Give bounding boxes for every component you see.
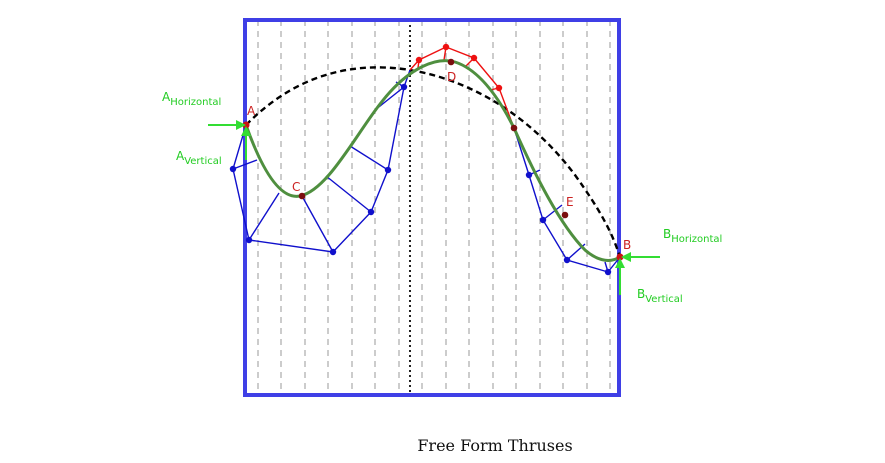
reference-points bbox=[242, 58, 624, 261]
lower-truss-nodes bbox=[229, 83, 612, 276]
force-label-a-vertical: AVertical bbox=[176, 149, 222, 167]
grid-lines bbox=[257, 20, 611, 395]
force-label-b-horizontal: BHorizontal bbox=[663, 227, 722, 245]
point-label-a: A bbox=[247, 104, 256, 118]
point-label-e: E bbox=[566, 195, 574, 209]
force-label-a-horizontal: AHorizontal bbox=[162, 90, 221, 108]
force-arrows bbox=[208, 120, 660, 295]
funicular-curve bbox=[245, 66, 622, 258]
point-label-d: D bbox=[447, 70, 456, 84]
figure-caption: Free Form Thruses bbox=[417, 436, 573, 455]
point-label-b: B bbox=[623, 238, 631, 252]
point-label-c: C bbox=[292, 180, 300, 194]
force-label-b-vertical: BVertical bbox=[637, 287, 683, 305]
frame bbox=[243, 18, 621, 397]
lower-truss bbox=[232, 69, 621, 273]
upper-truss-nodes bbox=[415, 43, 503, 92]
